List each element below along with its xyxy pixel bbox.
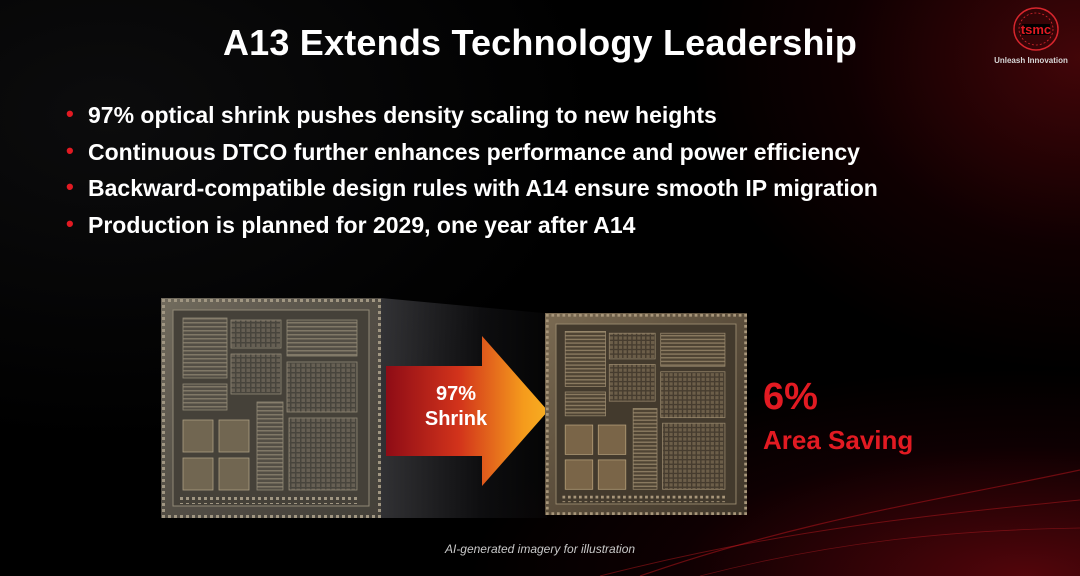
bullet-icon: • [66,210,74,236]
arrow-label: 97% Shrink [398,382,514,432]
chip-die-image-a14 [161,298,381,518]
tsmc-logo-icon: tsmc [1013,7,1059,51]
bullet-item: • Backward-compatible design rules with A… [66,173,1026,210]
bullet-icon: • [66,101,74,126]
bullet-text: Continuous DTCO further enhances perform… [88,138,860,165]
bullet-text: Production is planned for 2029, one year… [88,211,636,238]
chip-die-image-a13 [545,313,747,515]
bullet-icon: • [66,174,74,199]
bullet-text: 97% optical shrink pushes density scalin… [88,102,717,128]
bullet-text: Backward-compatible design rules with A1… [88,175,878,201]
arrow-label-percent: 97% [435,383,477,405]
logo-tagline: Unleash Innovation [994,56,1068,65]
area-saving-value: 6% [763,376,818,418]
bullet-item: • Continuous DTCO further enhances perfor… [66,137,1026,174]
area-saving-label: Area Saving [763,425,914,455]
arrow-label-text: Shrink [424,408,488,430]
bullet-item: • 97% optical shrink pushes density scali… [66,100,1026,137]
bullet-item: • Production is planned for 2029, one yea… [66,210,1026,247]
footnote: AI-generated imagery for illustration [444,542,636,556]
bullet-icon: • [66,137,74,163]
slide-title: A13 Extends Technology Leadership [222,22,858,63]
bullet-list: • 97% optical shrink pushes density scali… [66,100,1026,246]
tsmc-logo: tsmc [996,6,1076,52]
logo-wordmark: tsmc [1021,22,1051,37]
shrink-arrow-icon [386,336,548,486]
